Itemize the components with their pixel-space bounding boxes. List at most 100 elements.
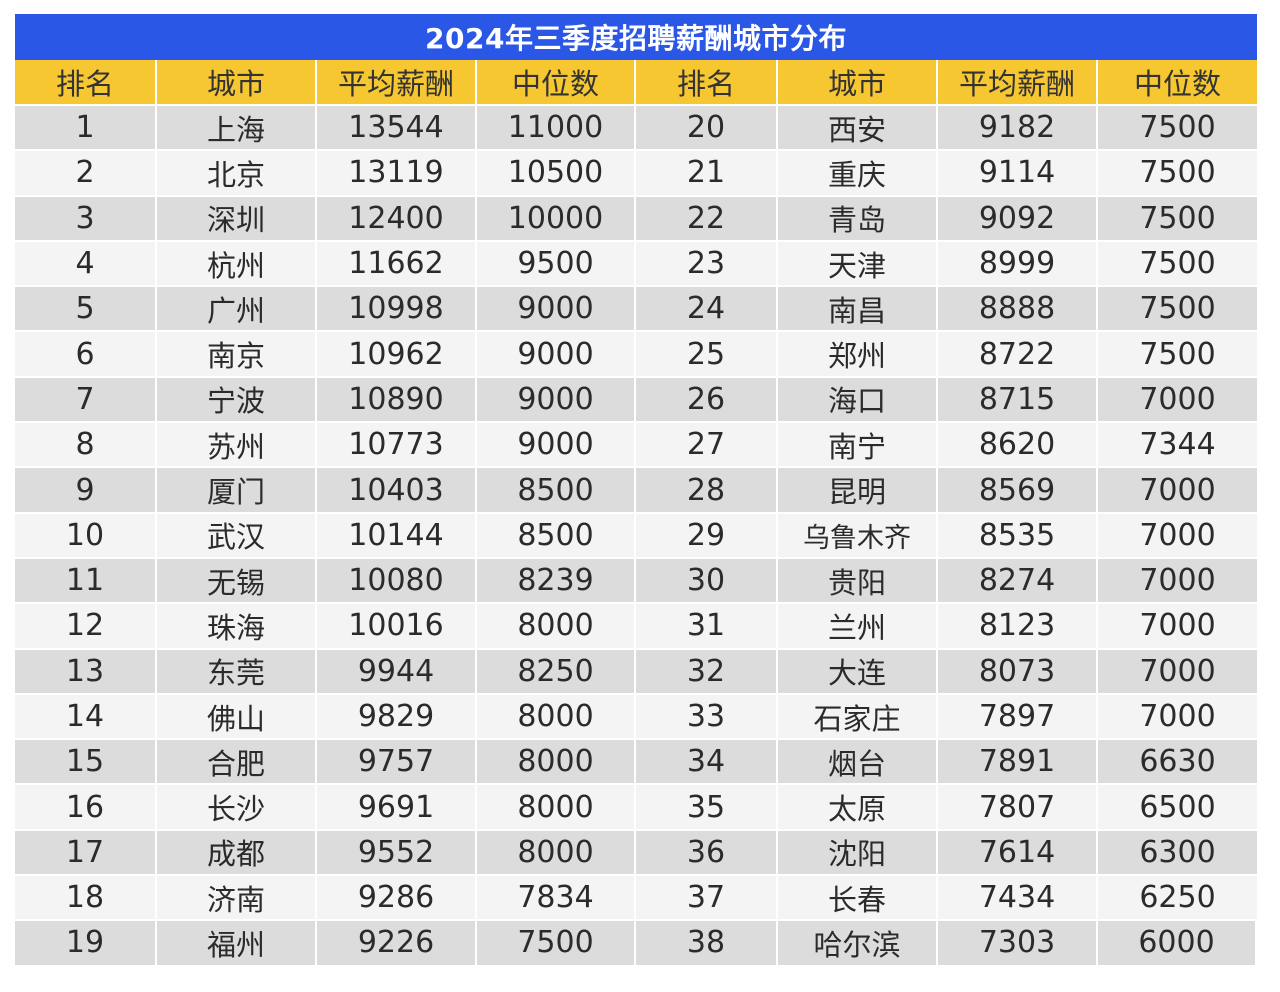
city-cell: 乌鲁木齐	[778, 511, 938, 557]
median-cell: 7500	[1098, 239, 1257, 286]
table-row: 5 广州 10998 9000 24 南昌 8888 7500	[15, 285, 1257, 331]
rank-cell: 26	[636, 375, 778, 422]
table-row: 13 东莞 9944 8250 32 大连 8073 7000	[15, 647, 1257, 693]
table-row: 9 厦门 10403 8500 28 昆明 8569 7000	[15, 466, 1257, 512]
rank-cell: 16	[15, 783, 157, 829]
city-cell: 济南	[157, 874, 317, 920]
table-row: 14 佛山 9829 8000 33 石家庄 7897 7000	[15, 692, 1257, 739]
rank-cell: 27	[636, 421, 778, 467]
avg-salary-cell: 9114	[938, 149, 1098, 195]
avg-salary-cell: 9691	[317, 783, 477, 829]
avg-salary-cell: 11662	[317, 239, 477, 286]
avg-salary-cell: 9286	[317, 874, 477, 920]
city-cell: 海口	[778, 375, 938, 422]
median-cell: 11000	[477, 104, 636, 150]
rank-cell: 19	[15, 919, 157, 965]
city-cell: 无锡	[157, 556, 317, 603]
table-title: 2024年三季度招聘薪酬城市分布	[15, 14, 1257, 60]
avg-salary-cell: 9829	[317, 692, 477, 739]
city-cell: 石家庄	[778, 692, 938, 739]
salary-table: 排名 城市 平均薪酬 中位数 排名 城市 平均薪酬 中位数 1 上海 13544 11…	[15, 60, 1257, 965]
median-cell: 7500	[1098, 104, 1257, 150]
avg-salary-cell: 13544	[317, 104, 477, 150]
city-cell: 兰州	[778, 602, 938, 648]
city-cell: 东莞	[157, 647, 317, 693]
median-cell: 6500	[1098, 783, 1257, 829]
median-cell: 9000	[477, 330, 636, 376]
city-cell: 宁波	[157, 375, 317, 422]
rank-cell: 33	[636, 692, 778, 739]
rank-cell: 35	[636, 783, 778, 829]
table-row: 11 无锡 10080 8239 30 贵阳 8274 7000	[15, 556, 1257, 603]
median-cell: 7000	[1098, 692, 1257, 739]
avg-salary-cell: 9092	[938, 194, 1098, 240]
city-cell: 长春	[778, 874, 938, 920]
median-cell: 8000	[477, 738, 636, 784]
median-cell: 7000	[1098, 556, 1257, 603]
table-row: 19 福州 9226 7500 38 哈尔滨 7303 6000	[15, 919, 1257, 965]
header-rank: 排名	[15, 60, 157, 104]
avg-salary-cell: 10773	[317, 421, 477, 467]
avg-salary-cell: 7303	[938, 919, 1098, 965]
median-cell: 8000	[477, 692, 636, 739]
avg-salary-cell: 9226	[317, 919, 477, 965]
avg-salary-cell: 10962	[317, 330, 477, 376]
city-cell: 广州	[157, 285, 317, 331]
header-row: 排名 城市 平均薪酬 中位数 排名 城市 平均薪酬 中位数	[15, 60, 1257, 104]
median-cell: 7000	[1098, 466, 1257, 512]
avg-salary-cell: 9944	[317, 647, 477, 693]
median-cell: 7500	[1098, 194, 1257, 240]
city-cell: 武汉	[157, 511, 317, 557]
rank-cell: 29	[636, 511, 778, 557]
median-cell: 9500	[477, 239, 636, 286]
header-median: 中位数	[477, 60, 636, 104]
median-cell: 7500	[1098, 285, 1257, 331]
median-cell: 7500	[477, 919, 636, 965]
avg-salary-cell: 7807	[938, 783, 1098, 829]
rank-cell: 22	[636, 194, 778, 240]
table-row: 18 济南 9286 7834 37 长春 7434 6250	[15, 874, 1257, 920]
avg-salary-cell: 12400	[317, 194, 477, 240]
city-cell: 太原	[778, 783, 938, 829]
city-cell: 厦门	[157, 466, 317, 512]
avg-salary-cell: 7891	[938, 738, 1098, 784]
median-cell: 7500	[1098, 149, 1257, 195]
rank-cell: 9	[15, 466, 157, 512]
rank-cell: 3	[15, 194, 157, 240]
avg-salary-cell: 8274	[938, 556, 1098, 603]
rank-cell: 24	[636, 285, 778, 331]
rank-cell: 13	[15, 647, 157, 693]
header-city: 城市	[778, 60, 938, 104]
median-cell: 7000	[1098, 375, 1257, 422]
city-cell: 南宁	[778, 421, 938, 467]
avg-salary-cell: 8888	[938, 285, 1098, 331]
table-row: 7 宁波 10890 9000 26 海口 8715 7000	[15, 375, 1257, 422]
rank-cell: 17	[15, 828, 157, 875]
table-row: 12 珠海 10016 8000 31 兰州 8123 7000	[15, 602, 1257, 648]
rank-cell: 21	[636, 149, 778, 195]
city-cell: 佛山	[157, 692, 317, 739]
median-cell: 6300	[1098, 828, 1257, 875]
rank-cell: 12	[15, 602, 157, 648]
city-cell: 成都	[157, 828, 317, 875]
avg-salary-cell: 10080	[317, 556, 477, 603]
table-row: 10 武汉 10144 8500 29 乌鲁木齐 8535 7000	[15, 511, 1257, 557]
avg-salary-cell: 10144	[317, 511, 477, 557]
median-cell: 8250	[477, 647, 636, 693]
median-cell: 9000	[477, 375, 636, 422]
rank-cell: 30	[636, 556, 778, 603]
city-cell: 青岛	[778, 194, 938, 240]
median-cell: 8239	[477, 556, 636, 603]
median-cell: 10000	[477, 194, 636, 240]
table-row: 2 北京 13119 10500 21 重庆 9114 7500	[15, 149, 1257, 195]
median-cell: 10500	[477, 149, 636, 195]
city-cell: 南昌	[778, 285, 938, 331]
rank-cell: 36	[636, 828, 778, 875]
avg-salary-cell: 8620	[938, 421, 1098, 467]
median-cell: 9000	[477, 421, 636, 467]
table-body: 1 上海 13544 11000 20 西安 9182 7500 2 北京 13119 10500 21…	[15, 104, 1257, 965]
avg-salary-cell: 7434	[938, 874, 1098, 920]
rank-cell: 28	[636, 466, 778, 512]
avg-salary-cell: 7897	[938, 692, 1098, 739]
rank-cell: 5	[15, 285, 157, 331]
